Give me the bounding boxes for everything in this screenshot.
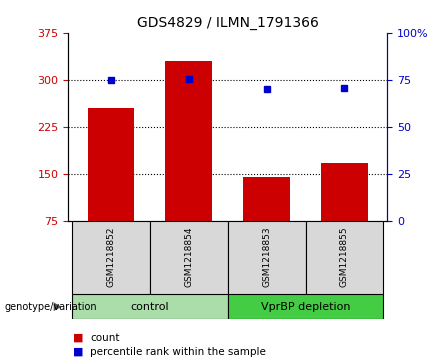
Text: GSM1218852: GSM1218852 [106, 226, 115, 286]
Bar [72, 221, 150, 294]
Text: GSM1218855: GSM1218855 [340, 226, 349, 287]
Text: count: count [90, 333, 120, 343]
Text: GSM1218853: GSM1218853 [262, 226, 271, 287]
Title: GDS4829 / ILMN_1791366: GDS4829 / ILMN_1791366 [137, 16, 319, 30]
Bar [165, 61, 212, 221]
Bar [228, 294, 383, 319]
Text: ■: ■ [73, 333, 83, 343]
Text: control: control [131, 302, 169, 312]
Text: VprBP depletion: VprBP depletion [261, 302, 350, 312]
Text: genotype/variation: genotype/variation [4, 302, 97, 312]
Text: ■: ■ [73, 347, 83, 357]
Bar [305, 221, 383, 294]
Text: GSM1218854: GSM1218854 [184, 226, 193, 286]
Bar [150, 221, 228, 294]
Bar [72, 294, 228, 319]
Bar [243, 178, 290, 221]
Text: percentile rank within the sample: percentile rank within the sample [90, 347, 266, 357]
Polygon shape [54, 302, 62, 311]
Bar [228, 221, 305, 294]
Bar [321, 163, 368, 221]
Bar [88, 108, 134, 221]
